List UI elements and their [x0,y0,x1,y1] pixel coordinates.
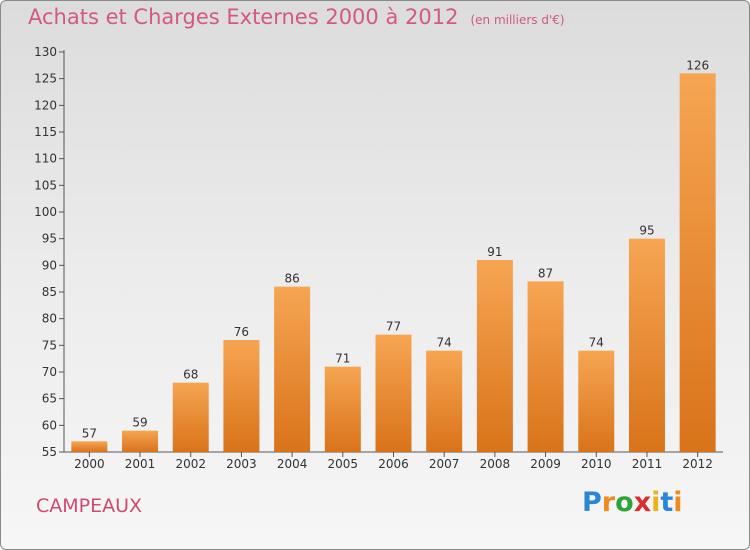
bar [223,340,260,452]
x-tick-label: 2012 [682,457,713,471]
bar [71,441,108,452]
y-tick-label: 75 [42,338,57,352]
x-tick-label: 2003 [226,457,257,471]
bar [578,350,615,452]
data-label: 77 [386,320,401,334]
data-label: 87 [538,266,553,280]
logo-letter: r [601,487,616,518]
y-tick-label: 130 [34,45,57,59]
data-label: 76 [234,325,249,339]
bar [527,281,564,452]
data-label: 57 [82,426,97,440]
x-tick-label: 2005 [328,457,359,471]
chart-unit-text: (en milliers d'€) [470,13,565,27]
y-tick-label: 55 [42,445,57,459]
y-tick-label: 60 [42,418,57,432]
bar [679,73,716,452]
x-tick-label: 2007 [429,457,460,471]
proxiti-logo: Proxiti [582,487,683,518]
y-tick-label: 110 [34,152,57,166]
x-tick-label: 2006 [378,457,409,471]
logo-letter: x [633,487,652,518]
y-tick-label: 90 [42,258,57,272]
x-tick-label: 2000 [74,457,105,471]
y-tick-label: 80 [42,312,57,326]
x-tick-label: 2010 [581,457,612,471]
data-label: 71 [335,352,350,366]
bar [122,430,159,452]
chart-title-text: Achats et Charges Externes 2000 à 2012 [28,5,459,29]
y-tick-label: 65 [42,392,57,406]
x-tick-label: 2009 [530,457,561,471]
data-label: 126 [686,58,709,72]
y-tick-label: 95 [42,232,57,246]
y-tick-label: 105 [34,178,57,192]
y-tick-label: 115 [34,125,57,139]
data-label: 59 [132,416,147,430]
data-label: 91 [487,245,502,259]
y-tick-label: 70 [42,365,57,379]
y-tick-label: 85 [42,285,57,299]
bar [476,260,513,452]
bar [324,366,361,452]
data-label: 74 [437,336,452,350]
chart-labels: 2000 57 2001 59 2002 68 2003 76 2004 86 2005 71 2006… [74,58,713,471]
chart-bars [71,73,716,452]
y-tick-label: 100 [34,205,57,219]
logo-letter: o [615,487,634,518]
data-label: 95 [639,224,654,238]
town-name: CAMPEAUX [36,495,143,517]
data-label: 68 [183,368,198,382]
logo-letter: i [673,487,683,518]
y-tick-label: 125 [34,72,57,86]
bar [426,350,463,452]
data-label: 74 [589,336,604,350]
logo-letter: t [660,487,674,518]
bar [274,286,311,452]
x-tick-label: 2002 [175,457,206,471]
x-tick-label: 2001 [125,457,156,471]
logo-letter: i [651,487,661,518]
chart-axes: 55 60 65 70 75 80 85 90 95 100 105 110 115 120 125 130 [34,45,723,459]
bar [375,334,412,452]
x-tick-label: 2008 [480,457,511,471]
data-label: 86 [284,272,299,286]
y-tick-label: 120 [34,98,57,112]
x-tick-label: 2011 [632,457,663,471]
bar [628,238,665,452]
x-tick-label: 2004 [277,457,308,471]
logo-letter: P [582,487,602,518]
chart-title: Achats et Charges Externes 2000 à 2012 (e… [28,5,565,29]
bar [172,382,209,452]
